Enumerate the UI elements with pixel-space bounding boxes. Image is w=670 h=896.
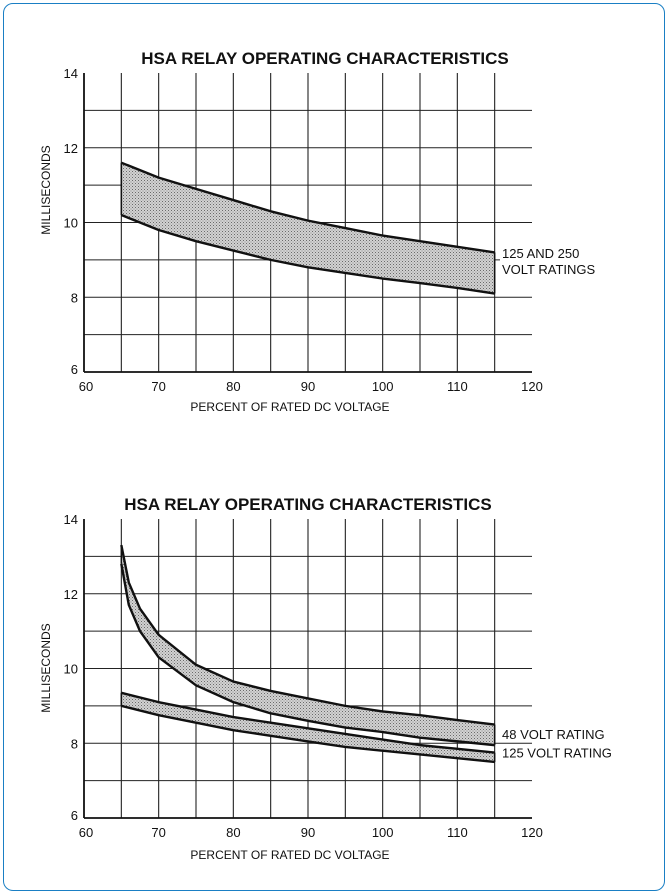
x-tick-label: 70: [151, 379, 165, 394]
chart-title: HSA RELAY OPERATING CHARACTERISTICS: [124, 495, 491, 514]
y-tick-labels: 6 8 10 12 14: [64, 66, 78, 377]
bands: [120, 161, 496, 295]
series-band: [121, 545, 495, 746]
series-upper-line: [120, 544, 495, 726]
y-tick-labels: 6 8 10 12 14: [64, 512, 78, 823]
series-label: 48 VOLT RATING: [502, 727, 605, 742]
series-label-background: [500, 262, 626, 278]
series-label-background: [500, 745, 630, 761]
series-label-background: [500, 727, 630, 743]
chart-top: HSA RELAY OPERATING CHARACTERISTICS 60 70…: [39, 49, 626, 414]
x-tick-label: 110: [447, 825, 468, 840]
chart-bottom: HSA RELAY OPERATING CHARACTERISTICS 60 70…: [39, 495, 630, 862]
series-lower-line: [121, 704, 495, 764]
x-tick-label: 80: [226, 379, 240, 394]
y-tick-label: 8: [71, 736, 78, 751]
y-tick-label: 8: [71, 290, 78, 305]
series-label: 125 AND 250: [502, 246, 579, 261]
chart-title: HSA RELAY OPERATING CHARACTERISTICS: [141, 49, 508, 68]
x-tick-label: 120: [521, 825, 543, 840]
bands: [120, 544, 496, 764]
y-tick-label: 10: [64, 216, 78, 231]
x-tick-label: 100: [372, 379, 394, 394]
y-axis-label: MILLISECONDS: [39, 145, 53, 234]
y-tick-label: 14: [64, 66, 78, 81]
series-lower-line: [120, 213, 495, 295]
y-tick-label: 12: [64, 587, 78, 602]
y-tick-label: 10: [64, 662, 78, 677]
x-tick-label: 90: [301, 379, 315, 394]
series-band: [121, 692, 495, 762]
x-axis-label: PERCENT OF RATED DC VOLTAGE: [190, 400, 389, 414]
page-frame: [3, 3, 665, 891]
x-tick-label: 120: [521, 379, 543, 394]
series-upper-line: [120, 161, 495, 254]
x-tick-label: 60: [79, 379, 93, 394]
x-tick-label: 100: [372, 825, 394, 840]
series-lower-line: [120, 563, 495, 747]
x-tick-label: 110: [447, 379, 468, 394]
y-tick-label: 12: [64, 141, 78, 156]
x-tick-label: 90: [301, 825, 315, 840]
x-tick-labels: 60 70 80 90 100 110 120: [79, 379, 543, 394]
series-label: VOLT RATINGS: [502, 262, 596, 277]
y-tick-label: 14: [64, 512, 78, 527]
y-axis-label: MILLISECONDS: [39, 623, 53, 712]
x-tick-label: 60: [79, 825, 93, 840]
x-tick-label: 70: [151, 825, 165, 840]
x-tick-labels: 60 70 80 90 100 110 120: [79, 825, 543, 840]
series-labels: 48 VOLT RATING 125 VOLT RATING: [500, 727, 630, 761]
series-label: 125 VOLT RATING: [502, 746, 612, 761]
grid: [83, 519, 532, 819]
series-label-background: [500, 246, 626, 262]
series-upper-line: [121, 691, 495, 754]
x-axis-label: PERCENT OF RATED DC VOLTAGE: [190, 848, 389, 862]
y-tick-label: 6: [71, 808, 78, 823]
y-tick-label: 6: [71, 362, 78, 377]
x-tick-label: 80: [226, 825, 240, 840]
